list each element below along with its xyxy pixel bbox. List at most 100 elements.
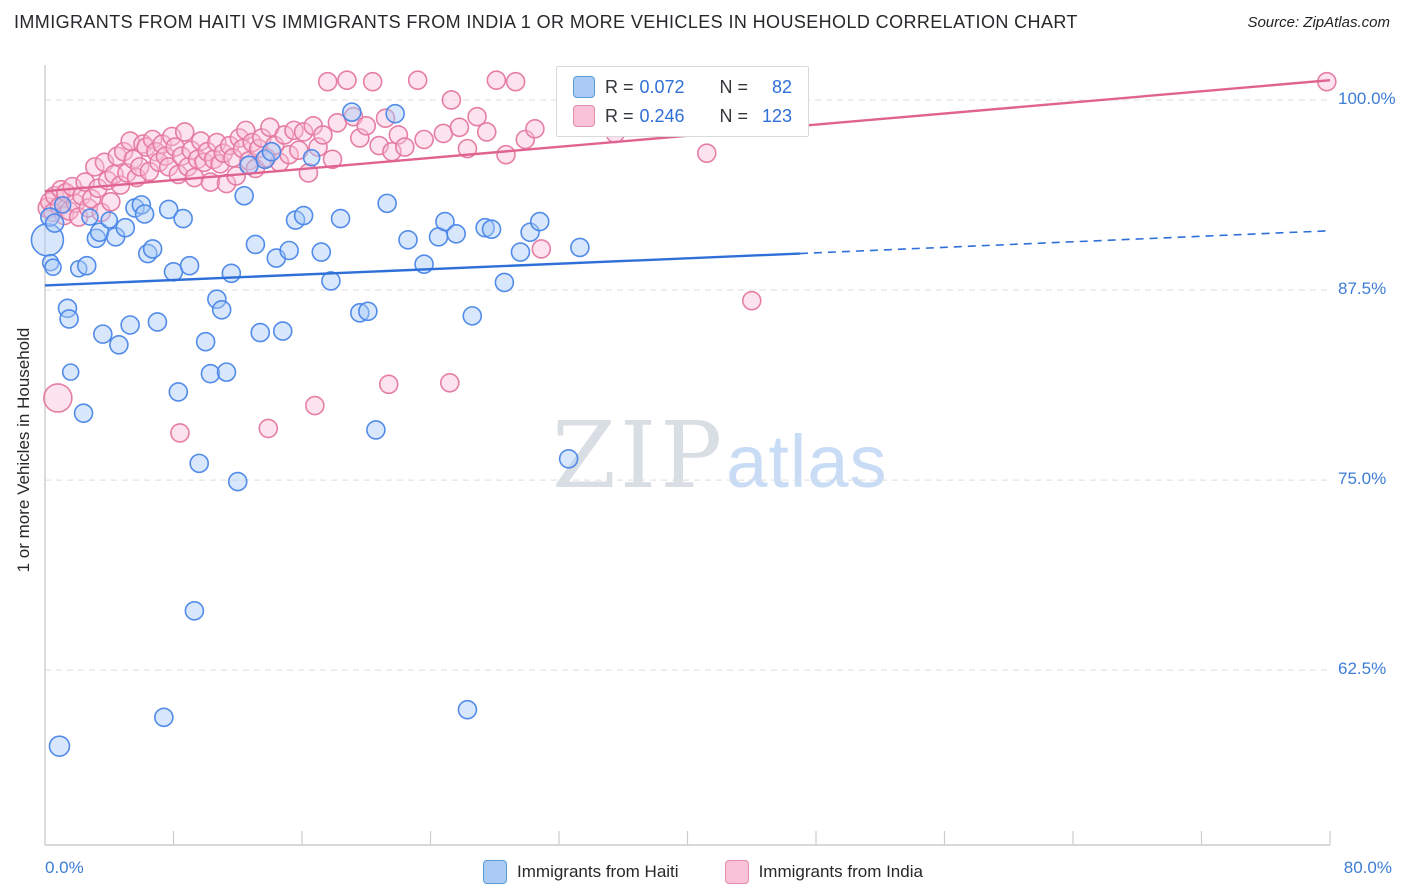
- haiti-point: [221, 263, 242, 284]
- india-color-box: [724, 860, 749, 884]
- haiti-point: [207, 289, 227, 309]
- haiti-point: [93, 324, 113, 344]
- haiti-point: [142, 239, 163, 259]
- india-point: [388, 125, 409, 145]
- india-point: [476, 122, 497, 142]
- haiti-r-label: R =: [605, 76, 634, 97]
- haiti-legend-swatch: [573, 76, 595, 98]
- source-attribution: Source: ZipAtlas.com: [1247, 14, 1390, 31]
- haiti-point: [44, 213, 65, 233]
- haiti-point: [195, 331, 216, 352]
- trend-line: [44, 252, 800, 287]
- india-point: [258, 418, 279, 439]
- haiti-point: [341, 102, 362, 122]
- india-point: [191, 131, 211, 151]
- haiti-point: [184, 601, 205, 621]
- india-point: [298, 163, 319, 183]
- haiti-point: [385, 103, 405, 124]
- haiti-point: [158, 199, 179, 220]
- haiti-point: [59, 309, 79, 329]
- haiti-point: [147, 312, 168, 332]
- india-point: [43, 383, 73, 413]
- haiti-point: [109, 334, 129, 355]
- haiti-point: [211, 299, 232, 320]
- india-point: [531, 239, 552, 259]
- haiti-point: [481, 219, 502, 240]
- india-point: [84, 157, 105, 177]
- india-point: [293, 122, 314, 142]
- india-point: [414, 129, 434, 150]
- india-point: [274, 125, 295, 145]
- correlation-stats-legend: R = 0.072 N = 82 R = 0.246 N = 123: [556, 66, 810, 137]
- haiti-point: [255, 149, 275, 170]
- india-point: [146, 141, 166, 162]
- trend-line: [799, 229, 1331, 255]
- india-point: [171, 146, 192, 167]
- haiti-point: [377, 193, 397, 214]
- haiti-point: [168, 382, 189, 402]
- india-n-value: 123: [761, 105, 793, 126]
- india-point: [81, 189, 102, 209]
- india-series-label: Immigrants from India: [758, 862, 923, 881]
- india-point: [505, 71, 526, 92]
- india-point: [378, 374, 399, 395]
- haiti-point: [321, 271, 341, 291]
- india-point: [496, 144, 516, 165]
- india-point: [375, 108, 396, 129]
- haiti-point: [311, 242, 332, 262]
- haiti-point: [227, 471, 248, 492]
- haiti-series-label: Immigrants from Haiti: [517, 862, 679, 881]
- haiti-point: [398, 230, 418, 250]
- haiti-point: [494, 272, 515, 293]
- haiti-point: [457, 699, 478, 720]
- y-tick-label: 62.5%: [1338, 659, 1387, 679]
- haiti-n-label: N =: [719, 76, 749, 97]
- haiti-point: [510, 242, 531, 262]
- haiti-r-value: 0.072: [639, 76, 685, 97]
- haiti-point: [279, 240, 299, 261]
- india-point: [394, 137, 415, 157]
- haiti-point: [61, 363, 80, 381]
- haiti-point: [216, 362, 237, 382]
- india-point: [362, 71, 383, 92]
- india-point: [129, 157, 150, 177]
- india-point: [136, 137, 156, 157]
- haiti-point: [73, 403, 94, 423]
- india-legend-swatch: [573, 105, 595, 127]
- india-point: [741, 290, 762, 311]
- haiti-point: [81, 208, 99, 226]
- haiti-point: [115, 217, 136, 238]
- haiti-point: [173, 208, 193, 229]
- haiti-point: [358, 301, 378, 322]
- haiti-point: [250, 322, 271, 343]
- haiti-point: [100, 211, 119, 229]
- legend-item-haiti: Immigrants from Haiti: [483, 860, 679, 884]
- india-point: [525, 119, 545, 139]
- haiti-point: [154, 707, 174, 728]
- india-point: [305, 395, 325, 416]
- haiti-color-box: [483, 860, 508, 884]
- india-point: [441, 90, 462, 110]
- haiti-point: [529, 211, 550, 232]
- india-point: [337, 70, 357, 91]
- haiti-point: [234, 185, 254, 206]
- india-point: [356, 116, 377, 136]
- india-point: [350, 128, 370, 148]
- india-r-label: R =: [605, 105, 634, 126]
- india-point: [308, 137, 328, 157]
- haiti-stats-row: R = 0.072 N = 82: [573, 76, 792, 98]
- haiti-point: [366, 420, 386, 440]
- haiti-point: [44, 258, 62, 277]
- india-point: [467, 106, 487, 127]
- india-point: [322, 149, 343, 170]
- india-point: [235, 120, 256, 141]
- y-tick-label: 100.0%: [1338, 88, 1396, 108]
- india-point: [486, 70, 507, 91]
- haiti-point: [189, 453, 209, 474]
- india-point: [101, 192, 121, 212]
- page-title: IMMIGRANTS FROM HAITI VS IMMIGRANTS FROM…: [14, 12, 1078, 32]
- india-point: [696, 143, 717, 163]
- haiti-point: [435, 211, 455, 232]
